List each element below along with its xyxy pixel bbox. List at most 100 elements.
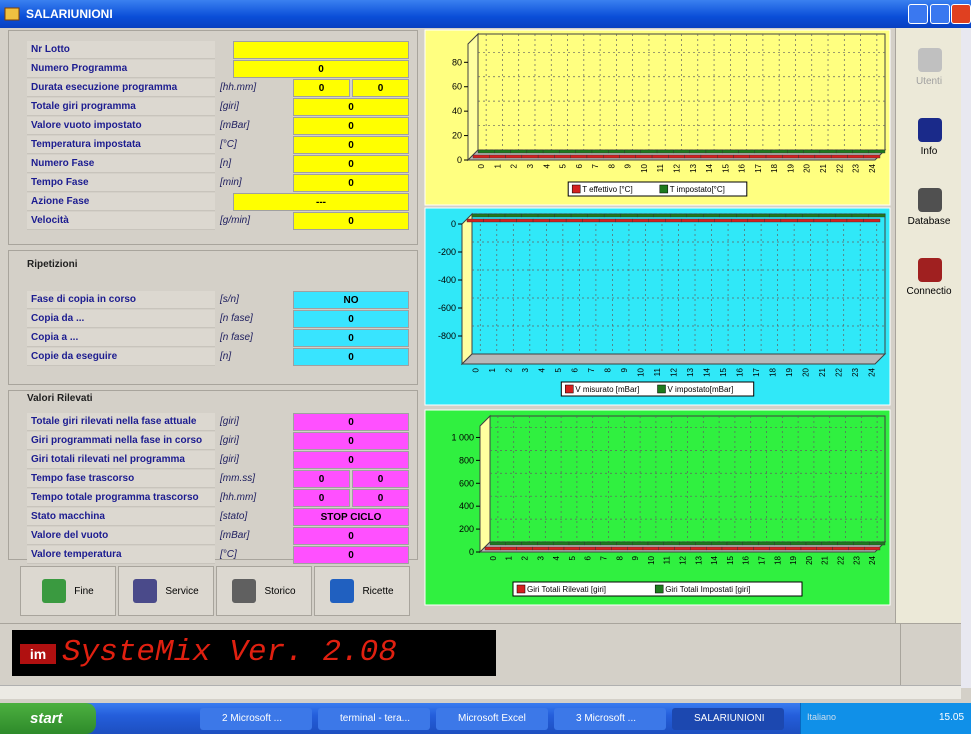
- x-tick-label: 10: [636, 367, 645, 376]
- bar: [527, 150, 543, 153]
- field-value: 0: [293, 174, 409, 192]
- bar: [806, 542, 822, 545]
- bar: [616, 219, 633, 222]
- bar: [769, 547, 785, 550]
- bar: [715, 219, 732, 222]
- x-tick-label: 21: [821, 555, 830, 564]
- field-value: 0: [293, 546, 409, 564]
- tool-label[interactable]: Utenti: [896, 76, 962, 87]
- bar: [620, 155, 636, 158]
- bar: [769, 214, 786, 217]
- input-field[interactable]: [233, 41, 409, 59]
- tool-icon[interactable]: [918, 48, 942, 72]
- x-tick-label: 10: [647, 555, 656, 564]
- taskbar-item[interactable]: SALARIUNIONI: [672, 708, 784, 730]
- button[interactable]: Storico: [216, 566, 312, 616]
- taskbar-item[interactable]: 2 Microsoft ...: [200, 708, 312, 730]
- field-label: Copie da eseguire: [27, 348, 215, 366]
- bar: [766, 155, 782, 158]
- bar: [833, 547, 849, 550]
- field-value: 0: [293, 329, 409, 347]
- bar: [690, 150, 706, 153]
- bar: [815, 155, 831, 158]
- floor: [462, 354, 885, 364]
- tool-icon[interactable]: [918, 188, 942, 212]
- legend-swatch: [658, 385, 666, 393]
- bar: [690, 547, 706, 550]
- x-tick-label: 3: [536, 555, 545, 560]
- y-tick-label: 80: [452, 57, 462, 67]
- x-tick-label: 11: [653, 367, 662, 376]
- x-tick-label: 22: [835, 367, 844, 376]
- tool-label[interactable]: Connectio: [896, 286, 962, 297]
- bar: [731, 219, 748, 222]
- legend-swatch: [655, 585, 663, 593]
- y-tick-label: -400: [438, 275, 456, 285]
- button[interactable]: Service: [118, 566, 214, 616]
- tool-label[interactable]: Info: [896, 146, 962, 157]
- bar: [754, 547, 770, 550]
- x-tick-label: 13: [694, 555, 703, 564]
- bar: [571, 214, 588, 217]
- bar: [848, 547, 864, 550]
- button[interactable]: Ricette: [314, 566, 410, 616]
- bar: [801, 547, 817, 550]
- bar: [643, 547, 659, 550]
- horizontal-scrollbar[interactable]: [0, 685, 961, 699]
- button[interactable]: Fine: [20, 566, 116, 616]
- tool-icon[interactable]: [918, 258, 942, 282]
- tool-icon[interactable]: [918, 118, 942, 142]
- scrollbar[interactable]: [961, 28, 971, 688]
- maximize-button[interactable]: [930, 4, 950, 24]
- close-button[interactable]: [951, 4, 971, 24]
- minimize-button[interactable]: [908, 4, 928, 24]
- y-tick-label: 1 000: [451, 432, 474, 442]
- field-unit: [stato]: [217, 508, 287, 526]
- start-button[interactable]: start: [0, 703, 96, 734]
- field-value: 0: [233, 60, 409, 78]
- button-label: Storico: [264, 586, 295, 597]
- side-wall: [468, 34, 478, 160]
- field-label: Fase di copia in corso: [27, 291, 215, 309]
- bar: [781, 219, 798, 222]
- tool-label[interactable]: Database: [896, 216, 962, 227]
- bar: [750, 155, 766, 158]
- taskbar-item[interactable]: terminal - tera...: [318, 708, 430, 730]
- x-tick-label: 15: [721, 163, 730, 172]
- bar: [576, 150, 592, 153]
- bar: [847, 219, 864, 222]
- x-tick-label: 19: [785, 367, 794, 376]
- bar: [522, 542, 538, 545]
- bar: [548, 547, 564, 550]
- bar: [835, 214, 852, 217]
- x-tick-label: 9: [631, 555, 640, 560]
- x-tick-label: 16: [736, 367, 745, 376]
- bar: [722, 547, 738, 550]
- field-label: Temperatura impostata: [27, 136, 215, 154]
- bar: [659, 547, 675, 550]
- field-unit: [giri]: [217, 413, 287, 431]
- bar: [501, 547, 517, 550]
- field-unit: [giri]: [217, 98, 287, 116]
- legend-swatch: [660, 185, 668, 193]
- field-label: Copia a ...: [27, 329, 215, 347]
- x-tick-label: 17: [758, 555, 767, 564]
- bar: [665, 219, 682, 222]
- x-tick-label: 5: [568, 555, 577, 560]
- x-tick-label: 8: [603, 367, 612, 372]
- bar: [836, 150, 852, 153]
- clock: 15.05: [939, 712, 964, 723]
- bar: [564, 547, 580, 550]
- bar: [782, 155, 798, 158]
- taskbar-item[interactable]: 3 Microsoft ...: [554, 708, 666, 730]
- panel: [900, 624, 961, 686]
- bar: [869, 542, 885, 545]
- app-icon: [4, 6, 20, 22]
- bar: [652, 155, 668, 158]
- field-label: Azione Fase: [27, 193, 215, 211]
- toolbar: Utenti Info Database Connectio: [895, 28, 961, 623]
- bar: [682, 219, 699, 222]
- taskbar-item[interactable]: Microsoft Excel: [436, 708, 548, 730]
- bar: [685, 155, 701, 158]
